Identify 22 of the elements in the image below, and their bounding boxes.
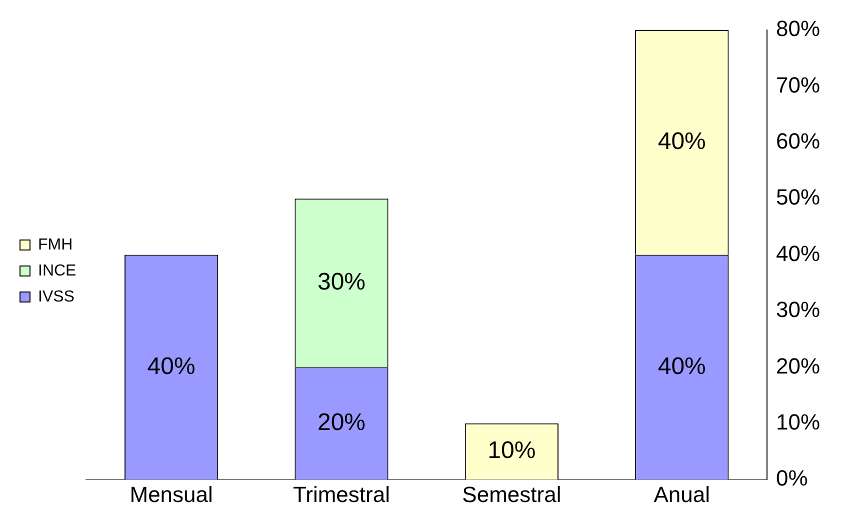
data-label: 10% (488, 437, 536, 464)
data-label: 30% (317, 268, 366, 296)
data-label: 40% (658, 128, 706, 156)
x-tick-label: Anual (654, 482, 710, 507)
x-tick-label: Trimestral (293, 482, 390, 507)
legend-label: INCE (38, 262, 76, 280)
x-tick-label: Semestral (462, 482, 562, 507)
y-tick-label: 70% (776, 72, 820, 98)
data-label: 20% (317, 409, 366, 436)
y-tick-label: 10% (776, 409, 820, 434)
y-tick-label: 60% (776, 128, 820, 154)
y-tick-label: 80% (776, 16, 820, 42)
y-tick-label: 30% (776, 297, 820, 322)
legend-label: IVSS (38, 288, 74, 306)
y-tick-label: 20% (776, 353, 820, 378)
y-tick-label: 50% (776, 184, 820, 210)
data-label: 40% (147, 352, 196, 380)
y-tick-label: 0% (776, 466, 808, 491)
y-tick-label: 40% (776, 240, 820, 266)
legend-label: FMH (38, 236, 73, 254)
data-label: 40% (658, 352, 706, 380)
x-tick-label: Mensual (130, 482, 213, 507)
